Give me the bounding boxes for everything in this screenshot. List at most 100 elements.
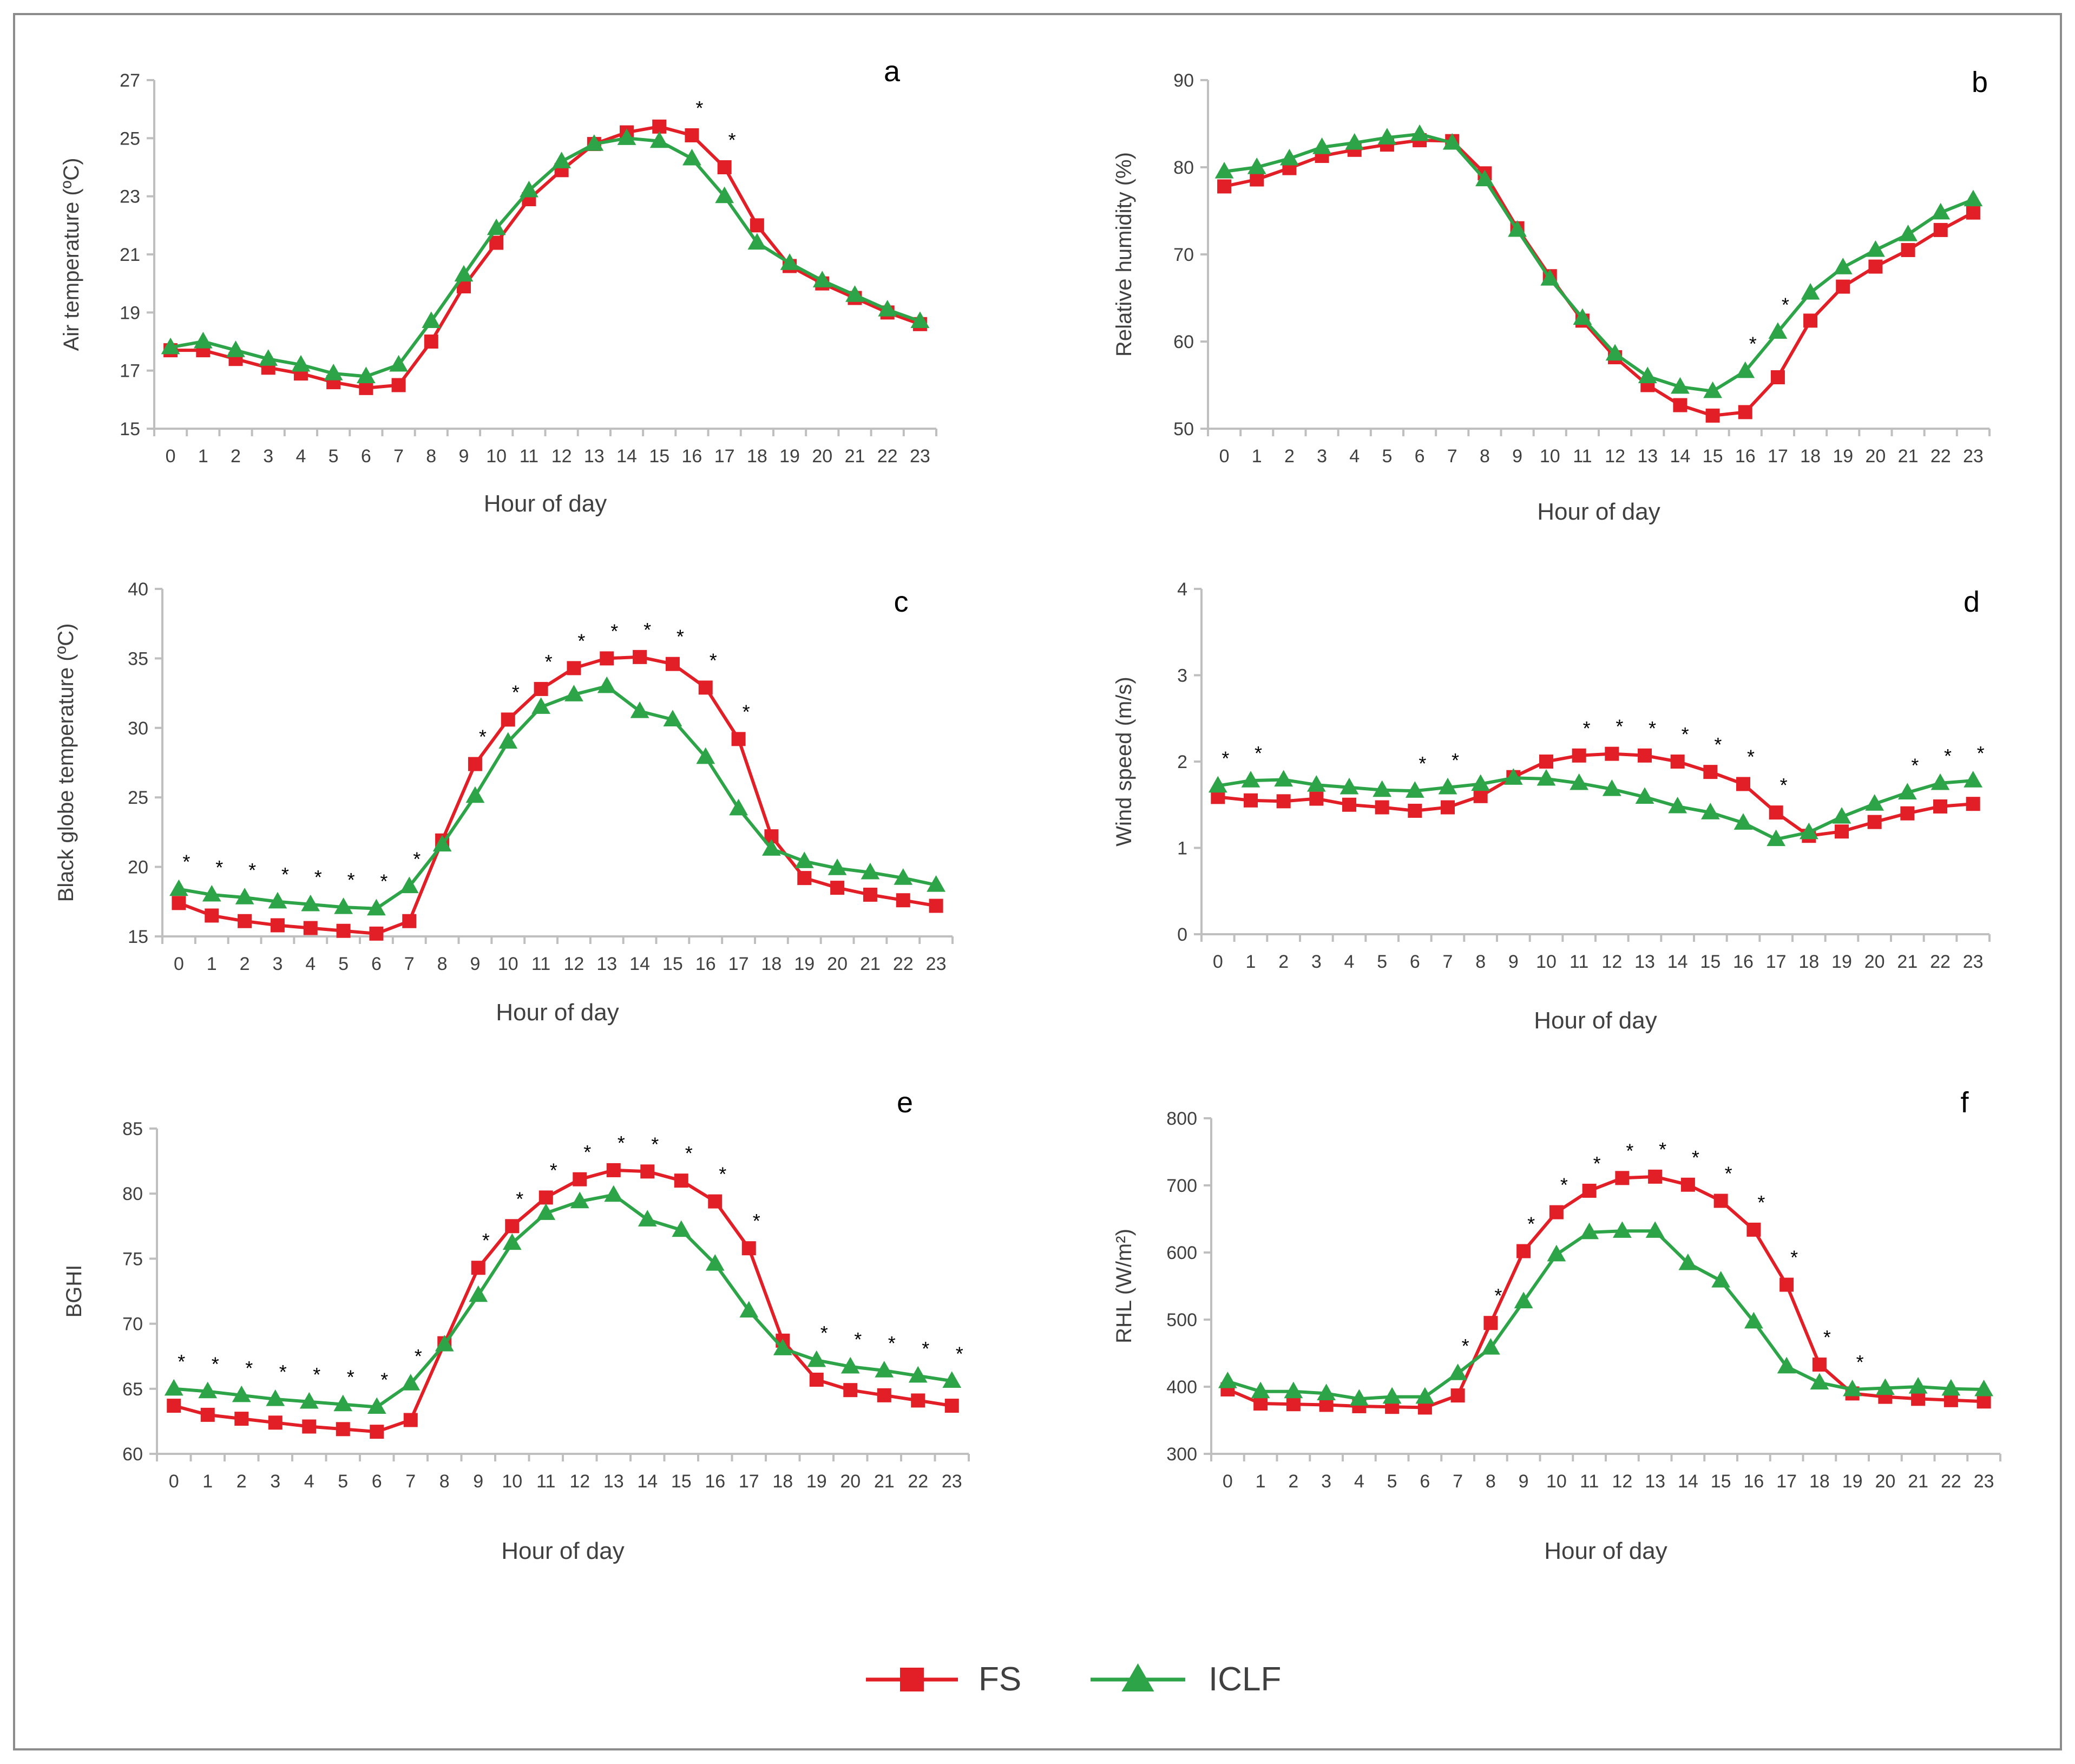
data-point-iclf — [1247, 158, 1266, 174]
x-tick-label: 19 — [779, 446, 800, 467]
data-point-fs — [606, 1163, 621, 1177]
y-tick-label: 20 — [128, 857, 148, 878]
x-tick-label: 12 — [1605, 446, 1625, 467]
data-point-fs — [1803, 313, 1818, 328]
x-tick-label: 12 — [569, 1471, 590, 1492]
x-tick-label: 11 — [536, 1471, 555, 1492]
data-point-iclf — [1941, 1379, 1961, 1396]
data-point-fs — [1638, 748, 1652, 763]
x-tick-label: 23 — [910, 446, 930, 467]
data-point-iclf — [807, 1350, 826, 1367]
data-point-iclf — [552, 152, 572, 168]
series-iclf — [1208, 768, 1983, 847]
significance-star: * — [415, 1345, 422, 1367]
data-point-iclf — [1799, 822, 1818, 840]
x-tick-label: 3 — [272, 954, 283, 974]
x-tick-label: 7 — [1453, 1471, 1463, 1492]
data-point-fs — [1812, 1358, 1827, 1372]
data-point-iclf — [705, 1254, 725, 1271]
x-tick-label: 15 — [1700, 952, 1721, 972]
x-tick-label: 2 — [237, 1471, 247, 1492]
x-tick-label: 7 — [1447, 446, 1457, 467]
legend-item-iclf: ICLF — [1091, 1661, 1281, 1698]
data-point-fs — [1549, 1205, 1564, 1219]
x-tick-label: 17 — [739, 1471, 759, 1492]
x-axis-label: Hour of day — [496, 999, 619, 1026]
x-tick-label: 22 — [908, 1471, 928, 1492]
data-point-fs — [268, 1415, 283, 1430]
data-point-iclf — [401, 1374, 421, 1391]
x-tick-label: 14 — [1678, 1471, 1698, 1492]
data-point-fs — [843, 1383, 858, 1398]
significance-star: * — [1222, 747, 1229, 770]
data-point-fs — [1703, 765, 1718, 779]
significance-star: * — [1527, 1213, 1535, 1235]
significance-star: * — [1856, 1351, 1864, 1373]
x-tick-label: 10 — [486, 446, 507, 467]
significance-star: * — [1714, 733, 1722, 756]
x-tick-label: 13 — [596, 954, 617, 974]
data-point-iclf — [454, 265, 474, 282]
data-point-iclf — [1736, 361, 1755, 378]
data-point-iclf — [1573, 308, 1592, 325]
data-point-iclf — [432, 835, 452, 852]
x-tick-label: 21 — [874, 1471, 895, 1492]
y-tick-label: 300 — [1166, 1444, 1197, 1465]
series-line-iclf — [1217, 776, 1973, 841]
data-point-fs — [336, 923, 351, 938]
x-tick-label: 5 — [338, 1471, 348, 1492]
data-point-iclf — [502, 1233, 522, 1250]
significance-star: * — [753, 1210, 760, 1232]
data-point-iclf — [324, 364, 343, 381]
series-iclf — [169, 676, 945, 916]
x-tick-label: 23 — [1963, 446, 1984, 467]
panel-letter: e — [897, 1086, 913, 1119]
data-point-iclf — [927, 875, 945, 892]
x-tick-label: 10 — [498, 954, 518, 974]
significance-star: * — [1692, 1146, 1699, 1169]
data-point-iclf — [422, 311, 441, 329]
x-tick-label: 9 — [1508, 952, 1519, 972]
significance-star: * — [1560, 1174, 1568, 1196]
data-point-iclf — [682, 148, 701, 166]
x-tick-label: 5 — [329, 446, 339, 467]
x-tick-label: 21 — [845, 446, 865, 467]
data-point-fs — [1966, 797, 1980, 811]
data-point-iclf — [1602, 779, 1621, 796]
data-point-fs — [1582, 1183, 1597, 1198]
significance-star: * — [545, 651, 553, 673]
data-point-fs — [302, 1419, 317, 1434]
data-point-fs — [270, 918, 285, 933]
significance-star: * — [245, 1357, 253, 1379]
significance-star: * — [512, 681, 520, 703]
data-point-iclf — [536, 1203, 556, 1220]
x-tick-label: 20 — [827, 954, 848, 974]
data-point-fs — [200, 1407, 215, 1422]
x-tick-label: 15 — [671, 1471, 692, 1492]
x-axis-label: Hour of day — [1544, 1538, 1667, 1564]
x-tick-label: 13 — [1637, 446, 1658, 467]
x-tick-label: 10 — [1540, 446, 1560, 467]
data-point-iclf — [564, 685, 583, 701]
data-point-iclf — [649, 131, 669, 148]
data-point-iclf — [597, 676, 616, 693]
data-point-iclf — [861, 862, 880, 880]
x-tick-label: 18 — [761, 954, 782, 974]
data-point-iclf — [531, 697, 550, 714]
data-point-iclf — [1635, 787, 1654, 804]
y-tick-label: 80 — [122, 1184, 143, 1204]
data-point-iclf — [942, 1371, 962, 1388]
data-point-iclf — [780, 253, 799, 270]
data-point-iclf — [498, 732, 518, 749]
x-tick-label: 13 — [1645, 1471, 1665, 1492]
x-tick-label: 0 — [166, 446, 176, 467]
x-tick-label: 23 — [926, 954, 947, 974]
x-tick-label: 18 — [1809, 1471, 1830, 1492]
data-point-iclf — [1345, 133, 1364, 150]
significance-star: * — [1419, 752, 1426, 775]
significance-star: * — [1911, 754, 1919, 776]
significance-star: * — [1452, 749, 1459, 771]
data-point-iclf — [762, 839, 781, 856]
